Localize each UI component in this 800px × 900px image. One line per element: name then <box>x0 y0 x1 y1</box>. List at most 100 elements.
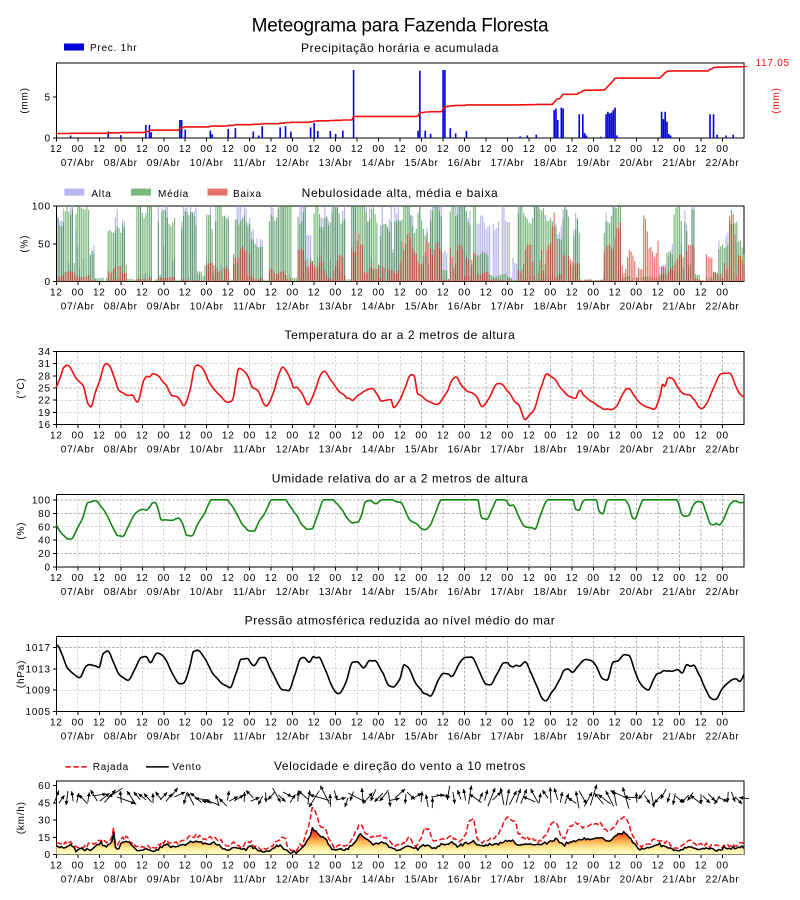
svg-text:12: 12 <box>308 573 321 584</box>
svg-text:45: 45 <box>38 798 51 809</box>
svg-text:12: 12 <box>523 718 536 729</box>
svg-text:08/Abr: 08/Abr <box>104 301 138 312</box>
svg-text:12/Abr: 12/Abr <box>276 587 310 598</box>
svg-text:22/Abr: 22/Abr <box>706 874 740 885</box>
svg-text:12: 12 <box>695 144 708 155</box>
svg-text:00: 00 <box>372 718 385 729</box>
svg-text:Nebulosidade alta, média e bai: Nebulosidade alta, média e baixa <box>302 186 499 200</box>
svg-text:16/Abr: 16/Abr <box>448 731 482 742</box>
svg-text:00: 00 <box>243 431 256 442</box>
svg-text:00: 00 <box>501 861 514 872</box>
svg-text:00: 00 <box>630 288 643 299</box>
svg-text:(hPa): (hPa) <box>16 660 27 688</box>
svg-text:13/Abr: 13/Abr <box>319 874 353 885</box>
svg-text:07/Abr: 07/Abr <box>61 158 95 169</box>
svg-text:16/Abr: 16/Abr <box>448 301 482 312</box>
svg-text:60: 60 <box>38 522 51 533</box>
svg-text:00: 00 <box>415 718 428 729</box>
svg-text:00: 00 <box>243 144 256 155</box>
svg-text:12: 12 <box>222 861 235 872</box>
svg-text:00: 00 <box>286 144 299 155</box>
svg-text:00: 00 <box>114 144 127 155</box>
svg-text:34: 34 <box>38 347 51 358</box>
svg-text:21/Abr: 21/Abr <box>663 874 697 885</box>
svg-text:00: 00 <box>243 573 256 584</box>
svg-text:12: 12 <box>480 718 493 729</box>
svg-text:00: 00 <box>71 718 84 729</box>
svg-text:00: 00 <box>71 573 84 584</box>
svg-text:12: 12 <box>523 288 536 299</box>
svg-text:(%): (%) <box>20 235 31 253</box>
svg-text:12: 12 <box>265 718 278 729</box>
svg-text:07/Abr: 07/Abr <box>61 444 95 455</box>
svg-text:Temperatura do ar a 2 metros d: Temperatura do ar a 2 metros de altura <box>285 328 516 342</box>
svg-text:11/Abr: 11/Abr <box>233 444 266 455</box>
svg-text:14/Abr: 14/Abr <box>362 731 396 742</box>
svg-text:(mm): (mm) <box>771 87 782 113</box>
svg-text:12: 12 <box>179 431 192 442</box>
svg-text:12: 12 <box>652 288 665 299</box>
svg-text:12: 12 <box>652 861 665 872</box>
svg-text:12: 12 <box>480 861 493 872</box>
svg-text:5: 5 <box>44 93 50 104</box>
svg-text:19/Abr: 19/Abr <box>577 444 611 455</box>
svg-text:14/Abr: 14/Abr <box>362 301 396 312</box>
svg-text:12/Abr: 12/Abr <box>276 158 310 169</box>
svg-text:10/Abr: 10/Abr <box>190 301 224 312</box>
svg-text:00: 00 <box>544 861 557 872</box>
svg-text:00: 00 <box>458 431 471 442</box>
svg-text:12: 12 <box>394 144 407 155</box>
svg-text:12: 12 <box>50 861 63 872</box>
svg-text:12: 12 <box>50 144 63 155</box>
svg-text:18/Abr: 18/Abr <box>534 158 568 169</box>
svg-text:08/Abr: 08/Abr <box>104 874 138 885</box>
svg-text:00: 00 <box>372 861 385 872</box>
svg-text:12: 12 <box>351 861 364 872</box>
svg-text:15/Abr: 15/Abr <box>405 158 439 169</box>
svg-text:16/Abr: 16/Abr <box>448 587 482 598</box>
svg-text:1017: 1017 <box>26 643 51 654</box>
svg-text:13/Abr: 13/Abr <box>319 731 353 742</box>
svg-text:00: 00 <box>372 573 385 584</box>
svg-text:00: 00 <box>114 288 127 299</box>
svg-text:09/Abr: 09/Abr <box>147 301 181 312</box>
svg-text:12: 12 <box>265 144 278 155</box>
svg-text:00: 00 <box>544 573 557 584</box>
svg-text:12: 12 <box>179 718 192 729</box>
svg-text:12: 12 <box>222 573 235 584</box>
svg-text:17/Abr: 17/Abr <box>491 587 525 598</box>
svg-text:11/Abr: 11/Abr <box>233 731 266 742</box>
svg-text:12: 12 <box>93 431 106 442</box>
svg-text:00: 00 <box>630 431 643 442</box>
svg-text:00: 00 <box>157 718 170 729</box>
svg-text:00: 00 <box>587 573 600 584</box>
svg-text:12: 12 <box>93 573 106 584</box>
svg-text:Baixa: Baixa <box>233 189 262 200</box>
svg-text:00: 00 <box>544 144 557 155</box>
svg-text:11/Abr: 11/Abr <box>233 301 266 312</box>
svg-text:0: 0 <box>44 563 50 574</box>
svg-text:12: 12 <box>222 144 235 155</box>
svg-text:00: 00 <box>544 288 557 299</box>
svg-text:20/Abr: 20/Abr <box>620 874 654 885</box>
svg-text:(%): (%) <box>16 522 27 540</box>
svg-text:19/Abr: 19/Abr <box>577 874 611 885</box>
svg-text:14/Abr: 14/Abr <box>362 158 396 169</box>
svg-text:0: 0 <box>44 134 50 145</box>
svg-text:10/Abr: 10/Abr <box>190 874 224 885</box>
svg-text:12: 12 <box>523 144 536 155</box>
svg-text:12: 12 <box>308 288 321 299</box>
svg-text:21/Abr: 21/Abr <box>663 731 697 742</box>
svg-text:12: 12 <box>609 431 622 442</box>
svg-text:00: 00 <box>716 573 729 584</box>
svg-text:12: 12 <box>566 718 579 729</box>
svg-text:Precipitação horária e acumula: Precipitação horária e acumulada <box>301 41 499 55</box>
svg-text:00: 00 <box>157 573 170 584</box>
svg-text:11/Abr: 11/Abr <box>233 874 266 885</box>
svg-text:08/Abr: 08/Abr <box>104 731 138 742</box>
svg-text:12: 12 <box>222 431 235 442</box>
svg-text:00: 00 <box>544 718 557 729</box>
svg-text:00: 00 <box>200 431 213 442</box>
svg-text:12: 12 <box>523 861 536 872</box>
svg-text:12: 12 <box>609 718 622 729</box>
